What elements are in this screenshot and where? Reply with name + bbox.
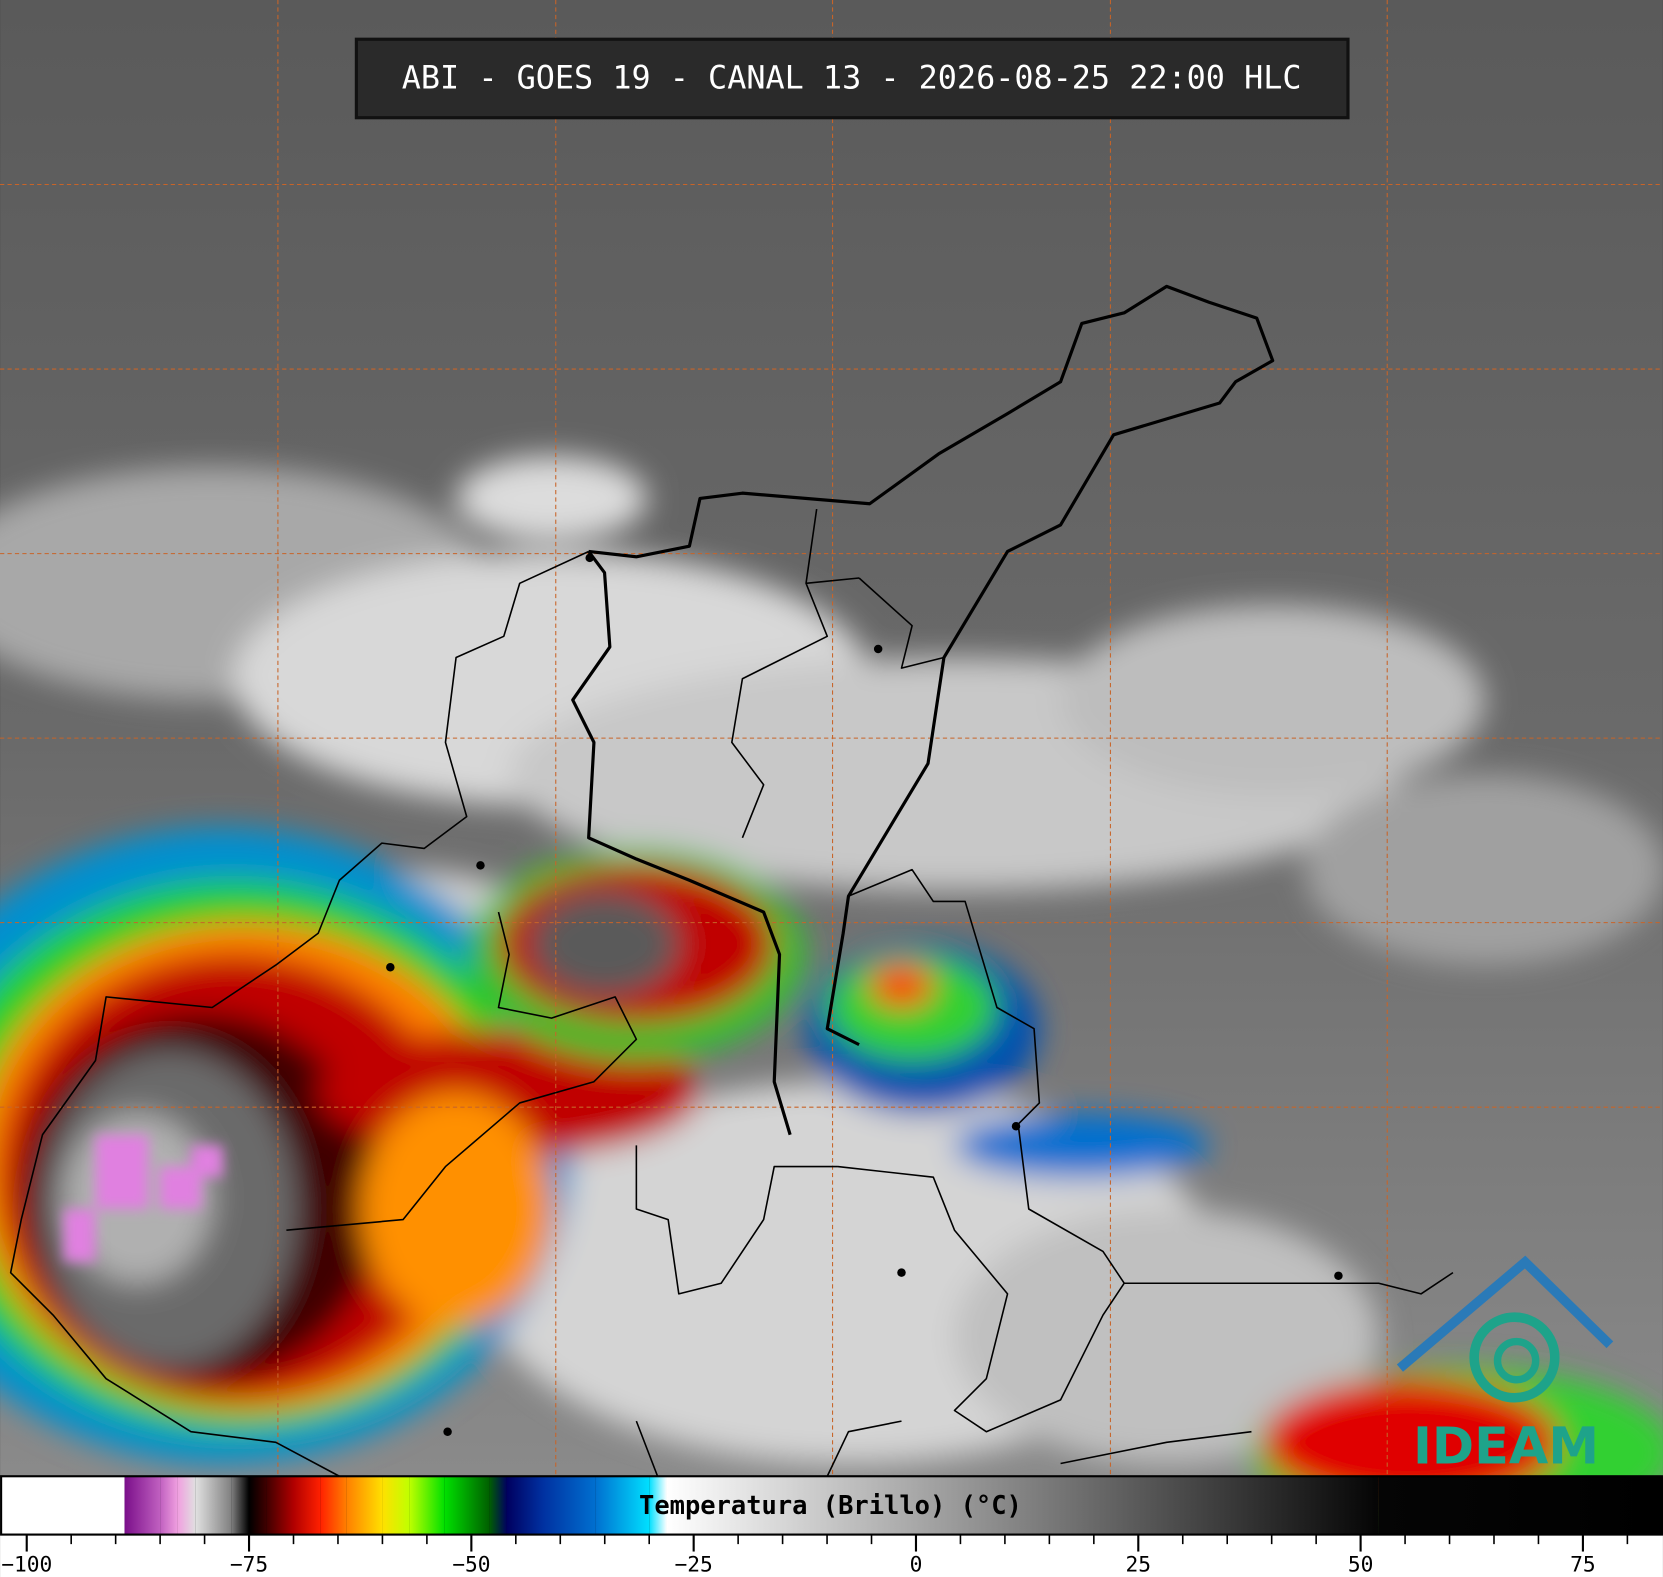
colorbar-segment <box>231 1476 250 1535</box>
satellite-image <box>0 0 1663 1538</box>
colorbar-segment <box>506 1476 543 1535</box>
tick-label: 50 <box>1348 1552 1374 1577</box>
title-box <box>354 37 1350 120</box>
colorbar-segment <box>320 1476 347 1535</box>
colorbar-segment <box>195 1476 232 1535</box>
colorbar-segment <box>293 1476 321 1535</box>
colorbar-segment <box>444 1476 490 1535</box>
colorbar-segment <box>346 1476 383 1535</box>
colorbar-segment <box>124 1476 161 1535</box>
tick-label: 75 <box>1570 1552 1596 1577</box>
title: ABI - GOES 19 - CANAL 13 - 2026-08-25 22… <box>402 59 1302 97</box>
colorbar-segment <box>382 1476 410 1535</box>
colorbar-segment <box>489 1476 507 1535</box>
colorbar-segment <box>409 1476 445 1535</box>
colorbar-segment <box>177 1476 196 1535</box>
colorbar-segment <box>0 1476 125 1535</box>
colorbar-frame <box>0 1475 1663 1536</box>
colorbar-segment <box>595 1476 650 1535</box>
tick-label: −50 <box>452 1552 490 1577</box>
logo: IDEAM <box>1396 1255 1614 1477</box>
colorbar-label: Temperatura (Brillo) (°C) <box>639 1491 1022 1521</box>
tick-label: 0 <box>910 1552 923 1577</box>
colorbar-segment <box>1378 1476 1663 1535</box>
colorbar-segment <box>649 1476 667 1535</box>
tick-label: −75 <box>230 1552 268 1577</box>
colorbar-segment <box>266 1476 294 1535</box>
tick-label: 25 <box>1126 1552 1152 1577</box>
colorbar-segment <box>542 1476 596 1535</box>
logo-text: IDEAM <box>1413 1418 1599 1477</box>
colorbar-segment <box>160 1476 178 1535</box>
colorbar-segment <box>666 1476 1379 1535</box>
tick-label: −100 <box>1 1552 52 1577</box>
tick-label: −25 <box>675 1552 713 1577</box>
colorbar: Temperatura (Brillo) (°C) −100 −75 −50 −25 0 2… <box>0 1475 1663 1577</box>
colorbar-segment <box>249 1476 267 1535</box>
